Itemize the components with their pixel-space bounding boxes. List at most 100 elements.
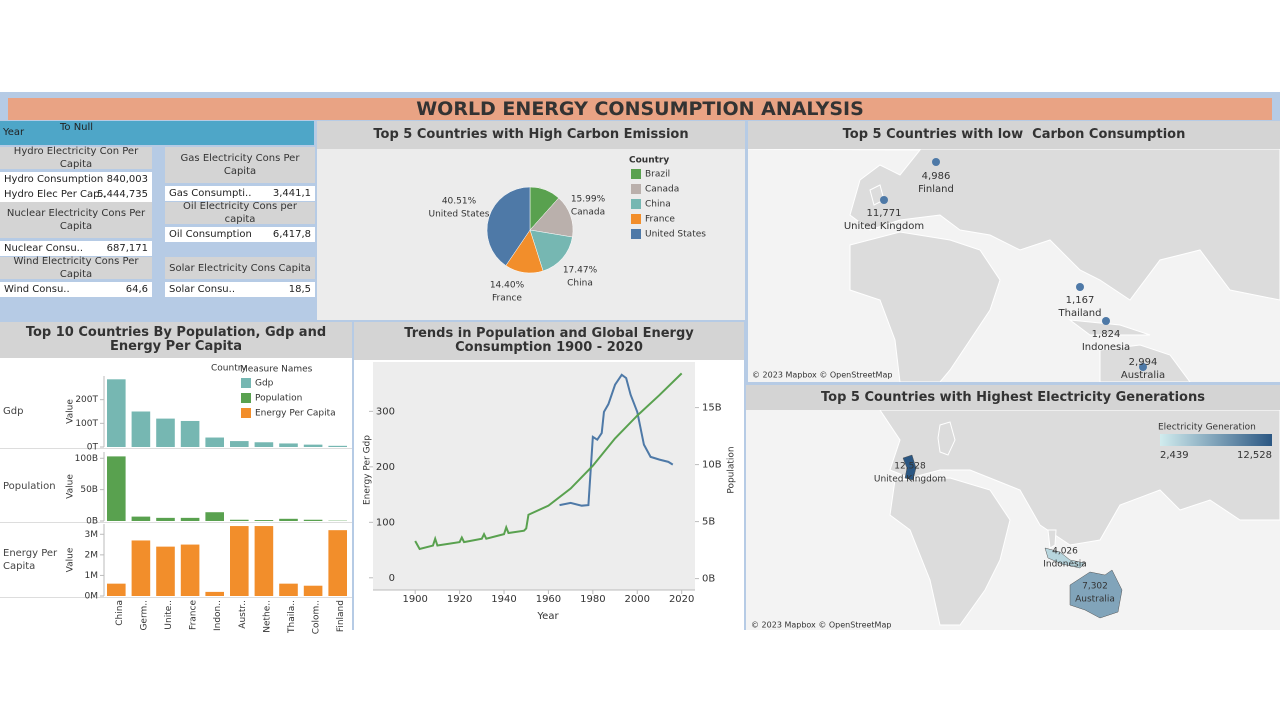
bar [254, 442, 274, 447]
map-point [1076, 283, 1084, 291]
x-tick-label: Austr.. [238, 600, 248, 629]
map-country-label: Australia [1121, 370, 1165, 381]
map-value-label: 12,528 [894, 462, 926, 472]
legend-title: Country [629, 156, 669, 166]
x-tick-label: Nethe.. [262, 600, 272, 633]
column-header: Country [211, 364, 247, 374]
map-attribution: © 2023 Mapbox © OpenStreetMap [751, 621, 891, 630]
bar [156, 517, 175, 521]
legend-title: Measure Names [240, 365, 313, 375]
bar [230, 519, 249, 521]
map-attribution: © 2023 Mapbox © OpenStreetMap [752, 371, 892, 380]
bar [279, 583, 298, 596]
legend-label: France [645, 215, 675, 225]
map-value-label: 2,994 [1129, 357, 1158, 368]
y-axis-title: Value [66, 474, 76, 499]
x-tick-label: 1960 [536, 594, 561, 605]
map-land [748, 149, 1280, 301]
kpi-title: Solar Electricity Cons Capita [165, 257, 315, 279]
bar [205, 512, 224, 521]
legend-swatch [241, 378, 251, 388]
x-tick-label: France [189, 600, 199, 630]
panel-title: Top 5 Countries with low Carbon Consumpt… [748, 121, 1280, 149]
slice-value-label: 40.51% [442, 197, 477, 207]
kpi-value: 64,6 [125, 284, 148, 295]
kpi-title: Gas Electricity Cons Per Capita [165, 147, 315, 183]
kpi-row: Solar Consu.. 18,5 [165, 282, 315, 297]
panel-title: Top 5 Countries with High Carbon Emissio… [317, 121, 745, 149]
legend-swatch [631, 184, 641, 194]
filter-value[interactable]: To Null [60, 122, 94, 133]
legend-range-label: 12,528 [1237, 450, 1272, 461]
legend-label: Energy Per Capita [255, 409, 336, 419]
bar [180, 420, 200, 447]
kpi-row: Hydro Consumption 840,003 [0, 172, 152, 187]
map-point [1102, 317, 1110, 325]
slice-category-label: United States [429, 210, 490, 220]
panel [0, 322, 352, 630]
y-tick-label: 100B [75, 454, 98, 464]
x-tick-label: Colom.. [312, 600, 322, 634]
bar [328, 445, 347, 447]
legend-label: Gdp [255, 379, 274, 389]
map-value-label: 11,771 [867, 208, 902, 219]
map-country-label: United Kingdom [874, 475, 946, 485]
row-label: Population [3, 481, 56, 492]
map-land [889, 477, 1011, 626]
map-value-label: 4,026 [1052, 547, 1078, 557]
map-value-label: 1,167 [1066, 295, 1095, 306]
kpi-value: 5,444,735 [97, 189, 148, 200]
bar [230, 441, 249, 447]
map-point [932, 158, 940, 166]
kpi-row: Oil Consumption 6,417,8 [165, 227, 315, 242]
y-tick-label: 0T [87, 443, 99, 453]
y-tick-label: 300 [376, 406, 395, 417]
x-tick-label: China [115, 600, 125, 626]
x-tick-label: Indon.. [213, 600, 223, 631]
x-tick-label: 1980 [580, 594, 605, 605]
map-country [1069, 569, 1123, 619]
y-tick-label: 0 [389, 573, 395, 584]
map-point [880, 196, 888, 204]
year-filter[interactable]: Year To Null [0, 121, 314, 145]
bar [156, 546, 175, 596]
y-tick-label: 100 [376, 517, 395, 528]
map-point [1139, 363, 1147, 371]
y-tick-label: 1M [85, 571, 99, 581]
kpi-title: Nuclear Electricity Cons Per Capita [0, 202, 152, 238]
y-tick-label: 200T [75, 395, 98, 405]
kpi-row: Hydro Elec Per Cap.. 5,444,735 [0, 187, 152, 202]
map-land [1099, 344, 1191, 382]
map-country-label: Indonesia [1043, 560, 1087, 570]
bar [131, 516, 151, 521]
bar [131, 540, 151, 596]
y2-axis-title: Population [727, 446, 737, 493]
panel-title: Trends in Population and Global Energy C… [354, 322, 744, 360]
y-tick-label: 100T [75, 419, 98, 429]
legend-swatch [631, 199, 641, 209]
kpi-value: 3,441,1 [272, 188, 311, 199]
y2-tick-label: 0B [702, 574, 715, 585]
line-series [559, 373, 674, 507]
legend-label: Canada [645, 185, 679, 195]
y2-tick-label: 15B [702, 403, 722, 414]
kpi-label: Hydro Elec Per Cap.. [4, 189, 106, 200]
bar [254, 520, 274, 521]
map-country [902, 454, 917, 481]
kpi-title: Hydro Electricity Con Per Capita [0, 146, 152, 170]
x-tick-label: 2000 [625, 594, 650, 605]
legend-label: United States [645, 230, 706, 240]
kpi-card: Wind Electricity Cons Per Capita Wind Con… [0, 256, 152, 302]
y2-tick-label: 5B [702, 517, 715, 528]
map-value-label: 7,302 [1082, 582, 1108, 592]
plot-area [373, 362, 695, 590]
x-tick-label: 1940 [491, 594, 516, 605]
legend-swatch [241, 393, 251, 403]
legend-title: Electricity Generation [1158, 423, 1256, 433]
kpi-value: 687,171 [106, 243, 148, 254]
x-tick-label: Thaila.. [287, 600, 297, 634]
kpi-row: Gas Consumpti.. 3,441,1 [165, 186, 315, 201]
map-country [1044, 547, 1086, 569]
bar [303, 519, 323, 521]
bar [328, 530, 347, 596]
